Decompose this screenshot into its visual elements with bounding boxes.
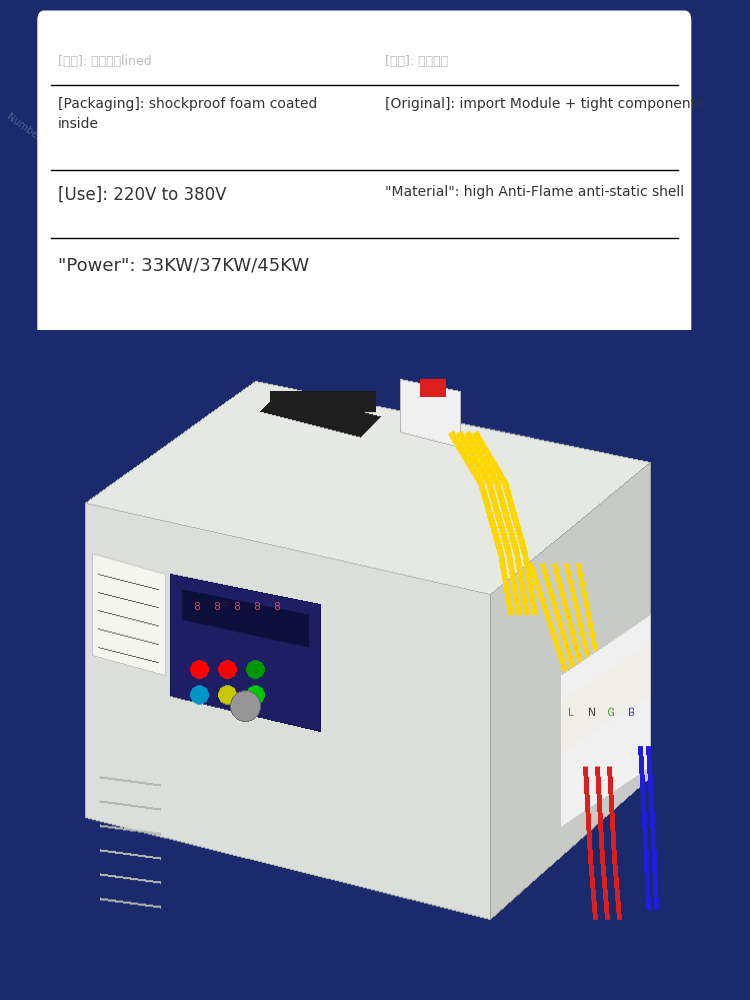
- Text: NumberOne 00101 Store: NumberOne 00101 Store: [278, 761, 383, 839]
- Text: [Original]: import Module + tight components: [Original]: import Module + tight compon…: [385, 97, 703, 111]
- Text: NumberOne 00101 Store: NumberOne 00101 Store: [278, 11, 383, 89]
- Text: NumberOne 00101 Store: NumberOne 00101 Store: [346, 611, 451, 689]
- Text: NumberOne 00101 Store: NumberOne 00101 Store: [39, 11, 145, 89]
- Text: [包装]: 防振泡沫lined: [包装]: 防振泡沫lined: [58, 55, 152, 68]
- Text: NumberOne 00101 Store: NumberOne 00101 Store: [176, 111, 280, 189]
- Text: NumberOne 00101 Store: NumberOne 00101 Store: [176, 361, 280, 439]
- Text: NumberOne 00101 Store: NumberOne 00101 Store: [5, 361, 110, 439]
- Text: N5C one: N5C one: [661, 481, 675, 540]
- Text: NumberOne 00101 Store: NumberOne 00101 Store: [414, 461, 519, 539]
- Text: [Packaging]: shockproof foam coated
inside: [Packaging]: shockproof foam coated insi…: [58, 97, 317, 131]
- Text: [Use]: 220V to 380V: [Use]: 220V to 380V: [58, 185, 226, 203]
- Text: [原装]: 进口模块: [原装]: 进口模块: [385, 55, 448, 68]
- Text: 48CM: 48CM: [214, 863, 292, 887]
- Text: NumberOne 00101 Store: NumberOne 00101 Store: [516, 111, 622, 189]
- Text: NumberOne 00101 Store: NumberOne 00101 Store: [516, 361, 622, 439]
- Text: NumberOne 00101 Store: NumberOne 00101 Store: [176, 611, 280, 689]
- Text: NumberOne 00101 Store: NumberOne 00101 Store: [5, 111, 110, 189]
- Text: NumberOne 00101 Store: NumberOne 00101 Store: [346, 361, 451, 439]
- Text: NumberOne 00101 Store: NumberOne 00101 Store: [482, 761, 587, 839]
- Text: NumberOne 00101 Store: NumberOne 00101 Store: [380, 211, 485, 289]
- FancyBboxPatch shape: [38, 11, 692, 350]
- Text: "Power": 33KW/37KW/45KW: "Power": 33KW/37KW/45KW: [58, 256, 309, 274]
- Text: NumberOne 00101 Store: NumberOne 00101 Store: [448, 11, 554, 89]
- Text: NumberOne 00101 Store: NumberOne 00101 Store: [5, 611, 110, 689]
- Text: NumberOne 00101 Store: NumberOne 00101 Store: [39, 761, 145, 839]
- Text: NumberOne 00101 Store: NumberOne 00101 Store: [516, 611, 622, 689]
- Text: NumberOne 00101 Store: NumberOne 00101 Store: [107, 461, 213, 539]
- Text: NumberOne 00101 Store: NumberOne 00101 Store: [74, 211, 178, 289]
- Text: 29CM: 29CM: [487, 793, 565, 817]
- Text: "Material": high Anti-Flame anti-static shell: "Material": high Anti-Flame anti-static …: [385, 185, 684, 199]
- Text: NumberOne 00101 Store: NumberOne 00101 Store: [346, 111, 451, 189]
